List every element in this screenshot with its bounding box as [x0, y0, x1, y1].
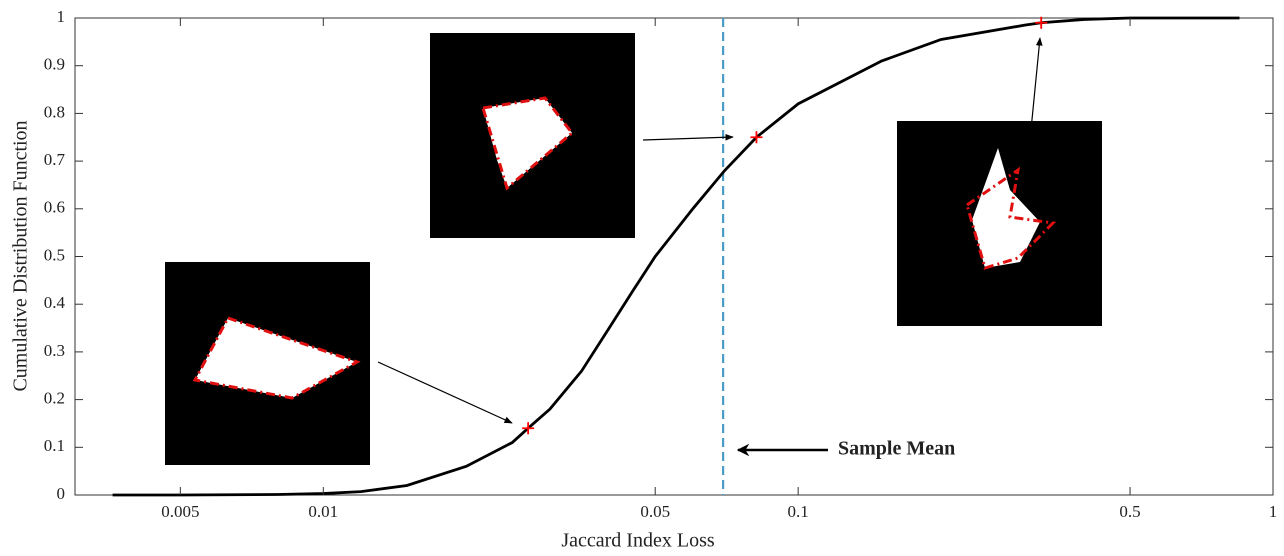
chart: Jaccard Index Loss Cumulative Distributi… [0, 0, 1284, 556]
y-axis-label: Cumulative Distribution Function [10, 120, 32, 391]
y-tick-label: 0.3 [44, 341, 65, 360]
y-tick-label: 0 [57, 484, 66, 503]
y-tick-label: 1 [57, 7, 66, 26]
x-tick-label: 0.005 [161, 502, 199, 521]
y-tick-label: 0.8 [44, 102, 65, 121]
y-tick-label: 0.5 [44, 245, 65, 264]
arrow [378, 362, 512, 423]
x-tick-label: 0.05 [640, 502, 670, 521]
y-tick-label: 0.9 [44, 55, 65, 74]
y-tick-label: 0.1 [44, 436, 65, 455]
annotation: Sample Mean [838, 438, 955, 460]
x-tick-label: 0.01 [308, 502, 338, 521]
x-tick-label: 1 [1269, 502, 1278, 521]
inset-image [430, 33, 635, 238]
marker [1035, 17, 1047, 29]
inset-image [897, 121, 1102, 326]
y-tick-label: 0.4 [44, 293, 66, 312]
y-tick-label: 0.7 [44, 150, 66, 169]
y-tick-label: 0.6 [44, 198, 65, 217]
x-tick-label: 0.5 [1119, 502, 1140, 521]
insets [165, 33, 1102, 465]
x-tick-label: 0.1 [788, 502, 809, 521]
x-axis-label: Jaccard Index Loss [561, 530, 714, 552]
inset-image [165, 262, 370, 465]
arrow [643, 137, 733, 140]
y-tick-label: 0.2 [44, 389, 65, 408]
